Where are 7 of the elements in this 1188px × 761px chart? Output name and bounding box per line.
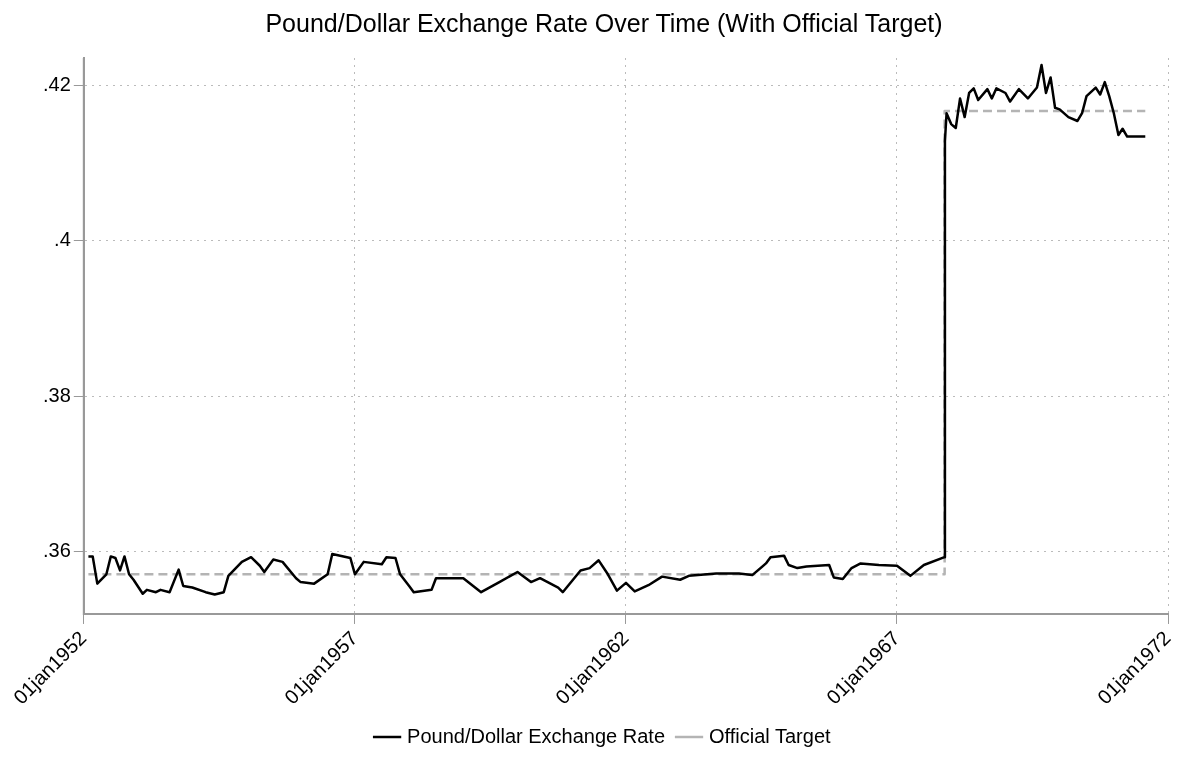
chart-title: Pound/Dollar Exchange Rate Over Time (With Official Target) (265, 8, 943, 37)
y-tick-label: .36 (42, 539, 71, 562)
legend-label: Official Target (709, 724, 831, 747)
legend-label: Pound/Dollar Exchange Rate (407, 724, 666, 747)
y-tick-label: .4 (54, 228, 71, 251)
y-tick-label: .42 (42, 72, 71, 95)
y-tick-label: .38 (42, 383, 71, 406)
